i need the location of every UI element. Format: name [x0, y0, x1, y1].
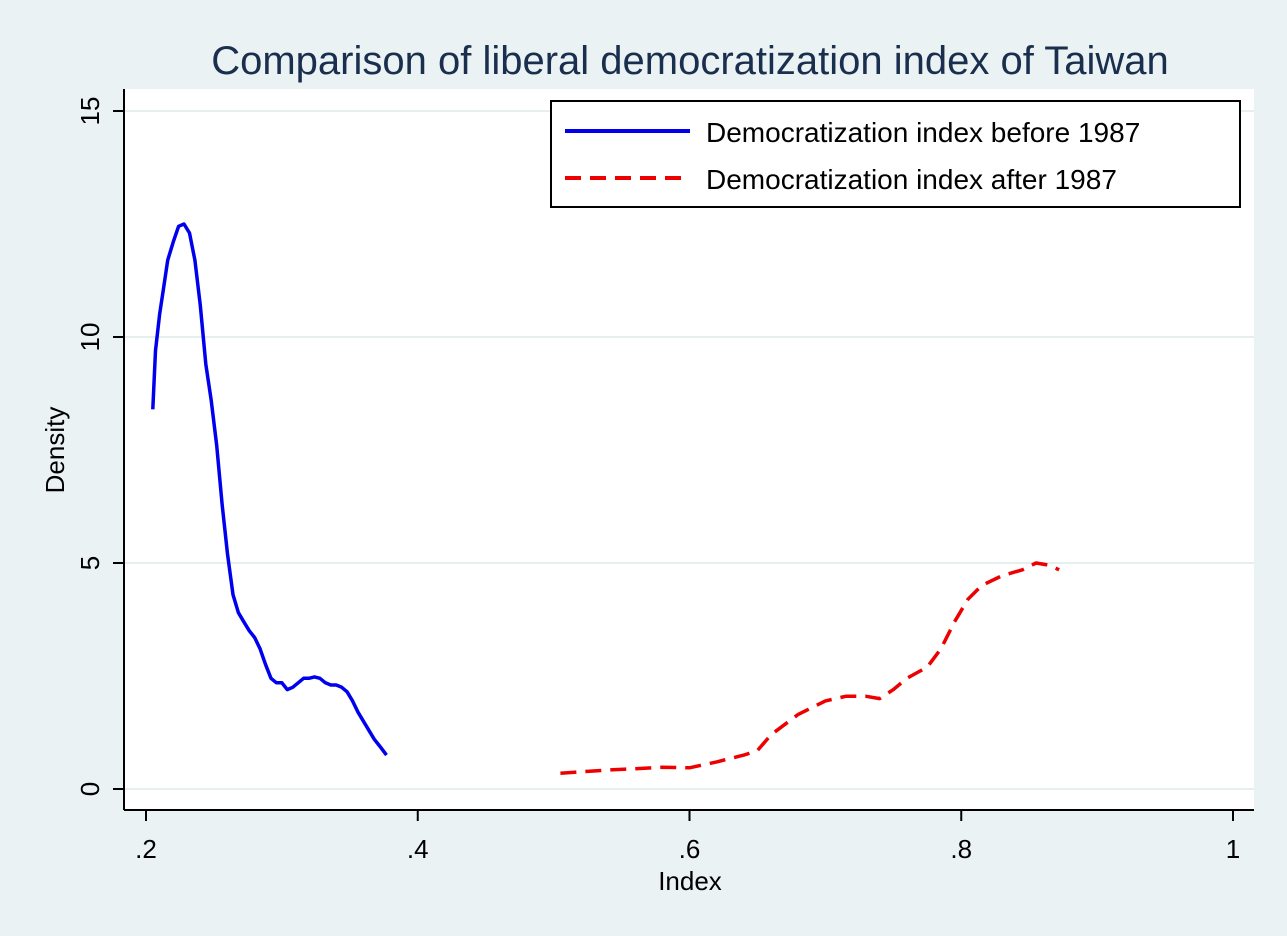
x-axis-label: Index [658, 866, 722, 896]
x-tick-label-.2: .2 [135, 834, 157, 864]
legend-box [550, 100, 1241, 208]
y-axis-label: Density [40, 407, 70, 494]
y-tick-label-15: 15 [75, 97, 105, 126]
plot-area [124, 89, 1254, 810]
y-tick-label-5: 5 [75, 556, 105, 570]
x-tick-label-.4: .4 [407, 834, 429, 864]
series-group [151, 222, 1060, 775]
y-tick-label-10: 10 [75, 323, 105, 352]
x-tick-label-.6: .6 [679, 834, 701, 864]
x-tick-label-1: 1 [1226, 834, 1240, 864]
chart-title: Comparison of liberal democratization in… [211, 39, 1169, 83]
legend-label-before-1987: Democratization index before 1987 [706, 117, 1140, 148]
y-axis-ticks: 0 5 10 15 [75, 97, 124, 796]
legend-label-after-1987: Democratization index after 1987 [706, 164, 1117, 195]
y-tick-label-0: 0 [75, 782, 105, 796]
series-line-0 [151, 222, 388, 757]
x-axis-ticks: .2 .4 .6 .8 1 [135, 810, 1240, 864]
series-line-1 [560, 561, 1060, 775]
x-tick-label-.8: .8 [950, 834, 972, 864]
legend: Democratization index before 1987 Democr… [550, 100, 1241, 208]
